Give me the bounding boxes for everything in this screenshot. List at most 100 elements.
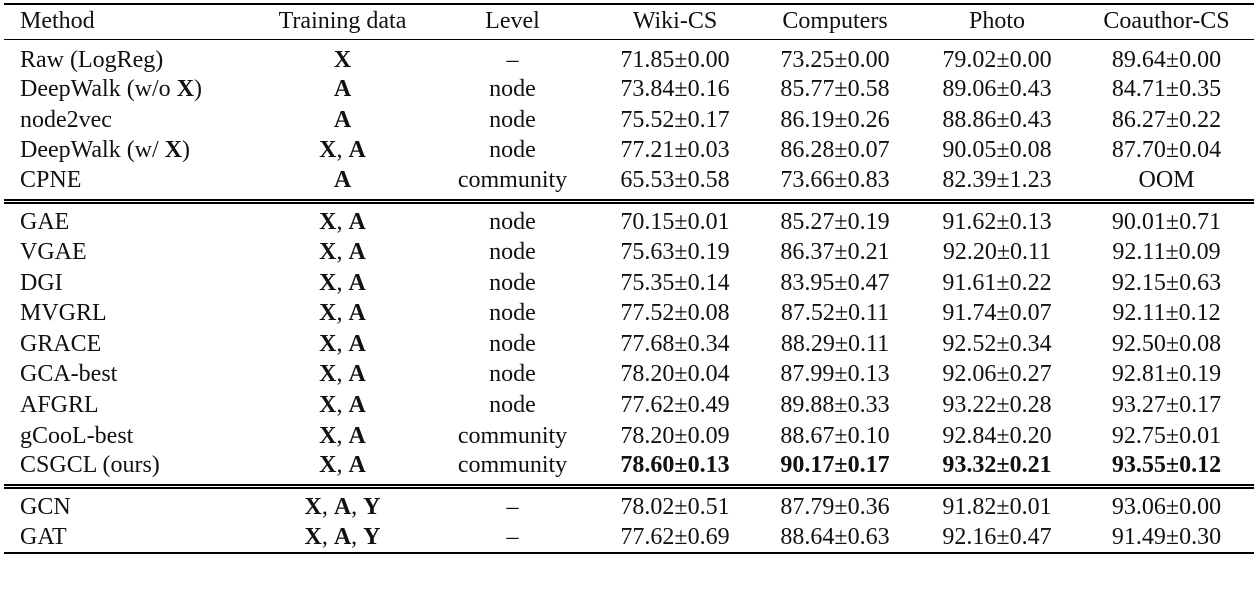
text-run: X	[176, 76, 195, 103]
text-run: X	[304, 523, 322, 550]
result-cell: 89.06±0.43	[942, 76, 1052, 103]
result-cell: 86.37±0.21	[780, 239, 890, 266]
text-run: ,	[336, 361, 349, 388]
text-run: ,	[336, 137, 349, 164]
text-run: X	[164, 137, 183, 164]
method-cell: CSGCL (ours)	[20, 452, 160, 479]
training-data-cell: X, A	[255, 237, 430, 268]
training-data-cell: A	[255, 105, 430, 136]
training-data-cell: X, A	[255, 421, 430, 452]
method-cell: node2vec	[20, 106, 112, 133]
result-cell: 78.20±0.09	[620, 422, 730, 449]
method-cell: CPNE	[20, 167, 82, 194]
text-run: Y	[363, 523, 381, 550]
result-cell: 87.52±0.11	[780, 300, 890, 327]
result-cell: OOM	[1138, 167, 1195, 194]
text-run: ,	[336, 209, 349, 236]
training-data-cell: X, A	[255, 136, 430, 167]
text-run: A	[333, 76, 352, 103]
text-run: )	[194, 76, 203, 103]
text-run: X	[319, 452, 337, 479]
text-run: X	[319, 269, 337, 296]
text-run: ,	[321, 494, 334, 521]
text-run: ,	[336, 300, 349, 327]
training-data-cell: X, A	[255, 451, 430, 487]
level-cell: node	[489, 209, 536, 236]
result-cell: 87.79±0.36	[780, 494, 890, 521]
level-cell: node	[489, 269, 536, 296]
training-data-cell: X, A	[255, 360, 430, 391]
method-cell: GCN	[20, 494, 71, 521]
text-run: A	[333, 523, 352, 550]
method-cell: GCA-best	[20, 361, 118, 388]
text-run: ,	[321, 523, 334, 550]
result-cell: 65.53±0.58	[620, 167, 730, 194]
text-run: X	[319, 361, 337, 388]
text-run: A	[348, 137, 366, 164]
level-cell: node	[489, 300, 536, 327]
column-header: Computers	[782, 8, 888, 35]
result-cell: 91.61±0.22	[942, 269, 1052, 296]
result-cell: 92.20±0.11	[942, 239, 1052, 266]
result-cell: 78.02±0.51	[620, 494, 730, 521]
training-data-cell: X, A	[255, 390, 430, 421]
text-run: X	[319, 392, 337, 419]
result-cell: 90.17±0.17	[780, 452, 890, 479]
training-data-cell: X, A, Y	[255, 522, 430, 553]
result-cell: 79.02±0.00	[942, 46, 1052, 73]
level-cell: node	[489, 76, 536, 103]
text-run: ,	[336, 452, 349, 479]
text-run: DeepWalk (w/o	[20, 76, 177, 103]
result-cell: 75.52±0.17	[620, 106, 730, 133]
training-data-cell: X, A	[255, 298, 430, 329]
result-cell: 92.15±0.63	[1111, 269, 1222, 296]
training-data-cell: X, A	[255, 202, 430, 238]
text-run: X	[319, 137, 337, 164]
result-cell: 82.39±1.23	[942, 167, 1052, 194]
text-run: X	[319, 330, 337, 357]
level-cell: node	[489, 239, 536, 266]
level-cell: –	[506, 494, 519, 521]
column-header: Level	[485, 8, 540, 35]
result-cell: 85.77±0.58	[780, 76, 890, 103]
level-cell: node	[489, 361, 536, 388]
header-row: Method Training data Level Wiki-CS Computers…	[4, 4, 1254, 39]
result-cell: 77.62±0.49	[620, 392, 730, 419]
column-header: Photo	[968, 8, 1025, 35]
training-data-cell: X	[255, 39, 430, 75]
result-cell: 77.62±0.69	[620, 523, 730, 550]
result-cell: 75.63±0.19	[620, 239, 730, 266]
text-run: A	[333, 167, 352, 194]
text-run: A	[348, 300, 366, 327]
text-run: A	[333, 106, 352, 133]
result-cell: 91.82±0.01	[942, 494, 1052, 521]
result-cell: 88.86±0.43	[942, 106, 1052, 133]
result-cell: 93.32±0.21	[942, 452, 1052, 479]
table-row: GAT X, A, Y – 77.62±0.69 88.64±0.63 92.16±0.4…	[4, 522, 1254, 553]
method-cell: DeepWalk (w/o X)	[4, 75, 255, 106]
text-run: X	[319, 422, 337, 449]
text-run: ,	[336, 422, 349, 449]
result-cell: 92.75±0.01	[1111, 422, 1222, 449]
method-cell: GAE	[20, 209, 70, 236]
result-cell: 92.11±0.09	[1112, 239, 1221, 266]
result-cell: 93.27±0.17	[1111, 392, 1222, 419]
table-row: GCN X, A, Y – 78.02±0.51 87.79±0.36 91.82±0.0…	[4, 487, 1254, 523]
column-header: Method	[20, 8, 95, 35]
result-cell: 92.06±0.27	[942, 361, 1052, 388]
text-run: )	[182, 137, 191, 164]
result-cell: 93.22±0.28	[942, 392, 1052, 419]
text-run: X	[333, 46, 352, 73]
result-cell: 77.68±0.34	[620, 330, 730, 357]
text-run: ,	[351, 523, 364, 550]
level-cell: node	[489, 330, 536, 357]
